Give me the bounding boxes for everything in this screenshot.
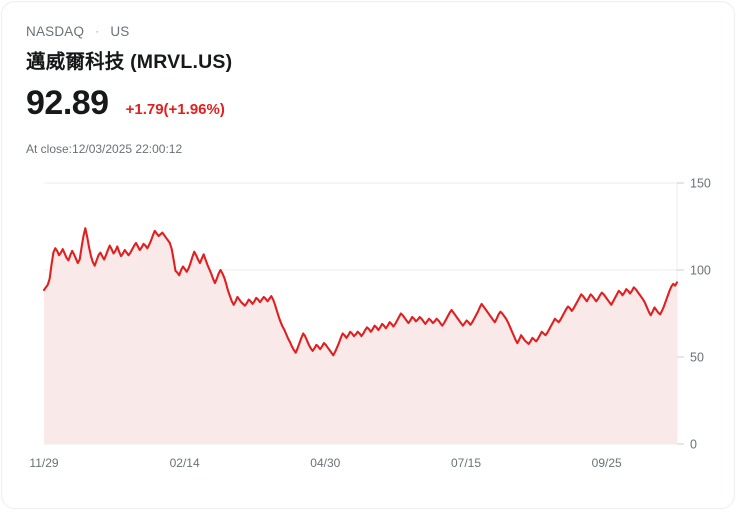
x-axis-tick-label: 09/25	[592, 456, 622, 470]
exchange-region-row: NASDAQ · US	[26, 24, 129, 39]
page-title: 邁威爾科技 (MRVL.US)	[26, 51, 233, 73]
x-axis-tick-label: 02/14	[170, 456, 200, 470]
chart-canvas[interactable]: 0 50 100 150 11/29 02/14 04/30 07/15 09/25	[2, 162, 736, 482]
y-axis-tick-label: 100	[690, 264, 711, 278]
at-close-timestamp: At close:12/03/2025 22:00:12	[26, 142, 183, 156]
chart-y-tick-marks	[677, 182, 684, 445]
y-axis-tick-label: 150	[690, 177, 711, 191]
chart-x-axis-labels: 11/29 02/14 04/30 07/15 09/25	[29, 456, 622, 470]
price-chart[interactable]: 0 50 100 150 11/29 02/14 04/30 07/15 09/25	[2, 162, 736, 482]
chart-y-axis-labels: 0 50 100 150	[690, 177, 711, 452]
chart-line	[42, 227, 679, 357]
x-axis-tick-label: 11/29	[29, 456, 58, 470]
y-axis-tick-label: 50	[690, 351, 704, 365]
separator-dot: ·	[95, 24, 100, 38]
x-axis-tick-label: 07/15	[451, 456, 481, 470]
x-axis-tick-label: 04/30	[310, 456, 340, 470]
current-price: 92.89	[26, 84, 109, 122]
price-row: 92.89 +1.79(+1.96%)	[26, 86, 225, 120]
price-change: +1.79(+1.96%)	[125, 101, 225, 118]
region-code: US	[110, 24, 130, 39]
exchange-name: NASDAQ	[26, 24, 85, 39]
y-axis-tick-label: 0	[690, 438, 697, 452]
